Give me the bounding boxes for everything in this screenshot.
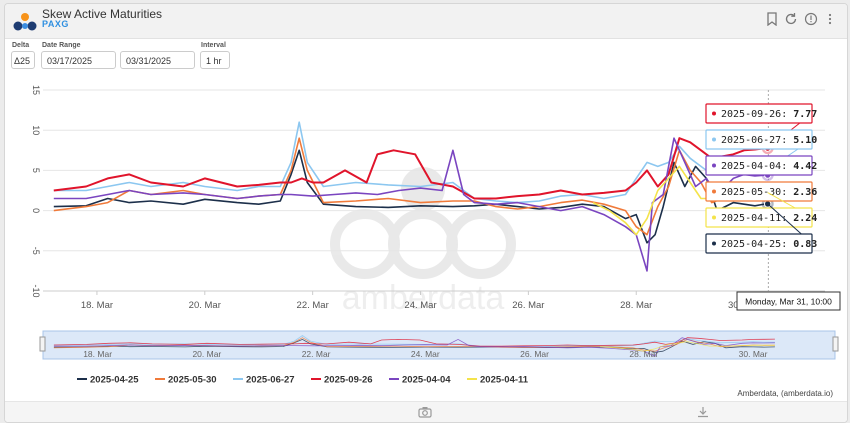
tooltip-value: 7.77 <box>793 109 817 120</box>
navigator-tick-label: 26. Mar <box>520 349 549 359</box>
navigator-series-2025-04-04 <box>53 337 775 357</box>
legend-label: 2025-04-04 <box>402 375 451 386</box>
tooltip-label: 2025-04-04: 4.42 <box>721 161 817 172</box>
download-icon[interactable] <box>693 402 713 422</box>
tooltip-box <box>705 129 813 150</box>
tooltip-value: 0.83 <box>793 239 817 250</box>
navigator-tick-label: 22. Mar <box>302 349 331 359</box>
y-tick-label: 5 <box>31 168 41 173</box>
credit-text[interactable]: Amberdata, (amberdata.io) <box>737 389 833 398</box>
tooltip-dot <box>712 163 716 168</box>
camera-icon[interactable] <box>415 402 435 422</box>
legend-label: 2025-04-11 <box>480 375 529 386</box>
navigator-tick-label: 20. Mar <box>192 349 221 359</box>
refresh-icon[interactable] <box>784 12 798 26</box>
x-tick-label: 26. Mar <box>512 300 544 311</box>
watermark-logo-icon: amberdata <box>330 167 516 317</box>
header-bar: Skew Active Maturities PAXG <box>5 4 847 39</box>
watermark-text: amberdata <box>342 279 505 317</box>
y-tick-label: 0 <box>31 208 41 213</box>
navigator-tick-label: 28. Mar <box>629 349 658 359</box>
y-tick-label: -10 <box>31 284 41 297</box>
interval-label: Interval <box>201 42 226 49</box>
crosshair-label: Monday, Mar 31, 10:00 <box>745 297 832 307</box>
x-tick-label: 18. Mar <box>81 300 113 311</box>
info-icon[interactable] <box>804 12 818 26</box>
chart-title: Skew Active Maturities <box>42 7 163 21</box>
navigator-series-2025-09-26 <box>53 337 775 347</box>
legend-label: 2025-06-27 <box>246 375 295 386</box>
navigator-tick-label: 24. Mar <box>411 349 440 359</box>
more-icon[interactable] <box>823 12 837 26</box>
legend-item-2025-09-26[interactable]: 2025-09-26 <box>311 375 373 386</box>
legend-label: 2025-04-25 <box>90 375 139 386</box>
asset-subtitle: PAXG <box>42 19 69 29</box>
tooltip-value: 2.36 <box>793 187 817 198</box>
date-range-label: Date Range <box>42 42 81 49</box>
x-tick-label: 28. Mar <box>620 300 652 311</box>
navigator-tick-label: 18. Mar <box>83 349 112 359</box>
navigator-series-2025-04-11 <box>600 341 775 352</box>
footer-bar <box>5 401 847 422</box>
end-date-input[interactable]: 03/31/2025 <box>120 51 195 69</box>
x-tick-label: 24. Mar <box>404 300 436 311</box>
legend-item-2025-04-25[interactable]: 2025-04-25 <box>77 375 139 386</box>
legend-item-2025-04-11[interactable]: 2025-04-11 <box>467 375 529 386</box>
y-tick-label: 15 <box>31 85 41 95</box>
delta-label: Delta <box>12 42 30 49</box>
legend-label: 2025-05-30 <box>168 375 217 386</box>
tooltip-dot <box>712 241 716 246</box>
tooltip-dot <box>712 111 716 116</box>
bookmark-icon[interactable] <box>765 12 779 27</box>
chart-card: Skew Active Maturities PAXG Delta Δ25 Da… <box>4 3 848 423</box>
series-line-2025-06-27 <box>53 121 766 204</box>
legend-label: 2025-09-26 <box>324 375 373 386</box>
navigator-tick-label: 30. Mar <box>739 349 768 359</box>
y-tick-label: 10 <box>31 125 41 135</box>
navigator-handle-right <box>832 336 839 352</box>
tooltip-label: 2025-04-11: 2.24 <box>721 213 817 224</box>
crosshair-label-box <box>736 291 841 311</box>
x-tick-label: 20. Mar <box>189 300 221 311</box>
tooltip-dot <box>712 137 716 142</box>
tooltip-box <box>705 103 813 124</box>
tooltip-box <box>705 207 813 228</box>
tooltip-value: 4.42 <box>793 161 817 172</box>
interval-select[interactable]: 1 hr <box>200 51 230 69</box>
tooltip-value: 2.24 <box>793 213 817 224</box>
tooltip-value: 5.10 <box>793 135 817 146</box>
tooltip-box <box>705 181 813 202</box>
tooltip-label: 2025-04-25: 0.83 <box>721 239 817 250</box>
skew-chart[interactable]: amberdata -10 -5 0 5 10 15 18. Mar 20. Mar 22. Ma… <box>5 4 847 401</box>
tooltip-box <box>705 233 813 254</box>
x-tick-label: 22. Mar <box>297 300 329 311</box>
tooltip-label: 2025-09-26: 7.77 <box>721 109 817 120</box>
series-line-2025-04-04 <box>53 137 766 272</box>
legend-item-2025-04-04[interactable]: 2025-04-04 <box>389 375 451 386</box>
delta-select[interactable]: Δ25 <box>11 51 35 69</box>
tooltip-dot <box>712 215 716 220</box>
navigator-handle-left <box>39 336 46 352</box>
series-line-2025-09-26 <box>53 137 766 200</box>
legend-item-2025-05-30[interactable]: 2025-05-30 <box>155 375 217 386</box>
start-date-input[interactable]: 03/17/2025 <box>41 51 116 69</box>
tooltip-label: 2025-05-30: 2.36 <box>721 187 817 198</box>
y-tick-label: -5 <box>31 247 41 255</box>
tooltip-label: 2025-06-27: 5.10 <box>721 135 817 146</box>
amberdata-logo-icon <box>13 13 37 31</box>
tooltip-box <box>705 155 813 176</box>
legend-item-2025-06-27[interactable]: 2025-06-27 <box>233 375 295 386</box>
tooltip-dot <box>712 189 716 194</box>
